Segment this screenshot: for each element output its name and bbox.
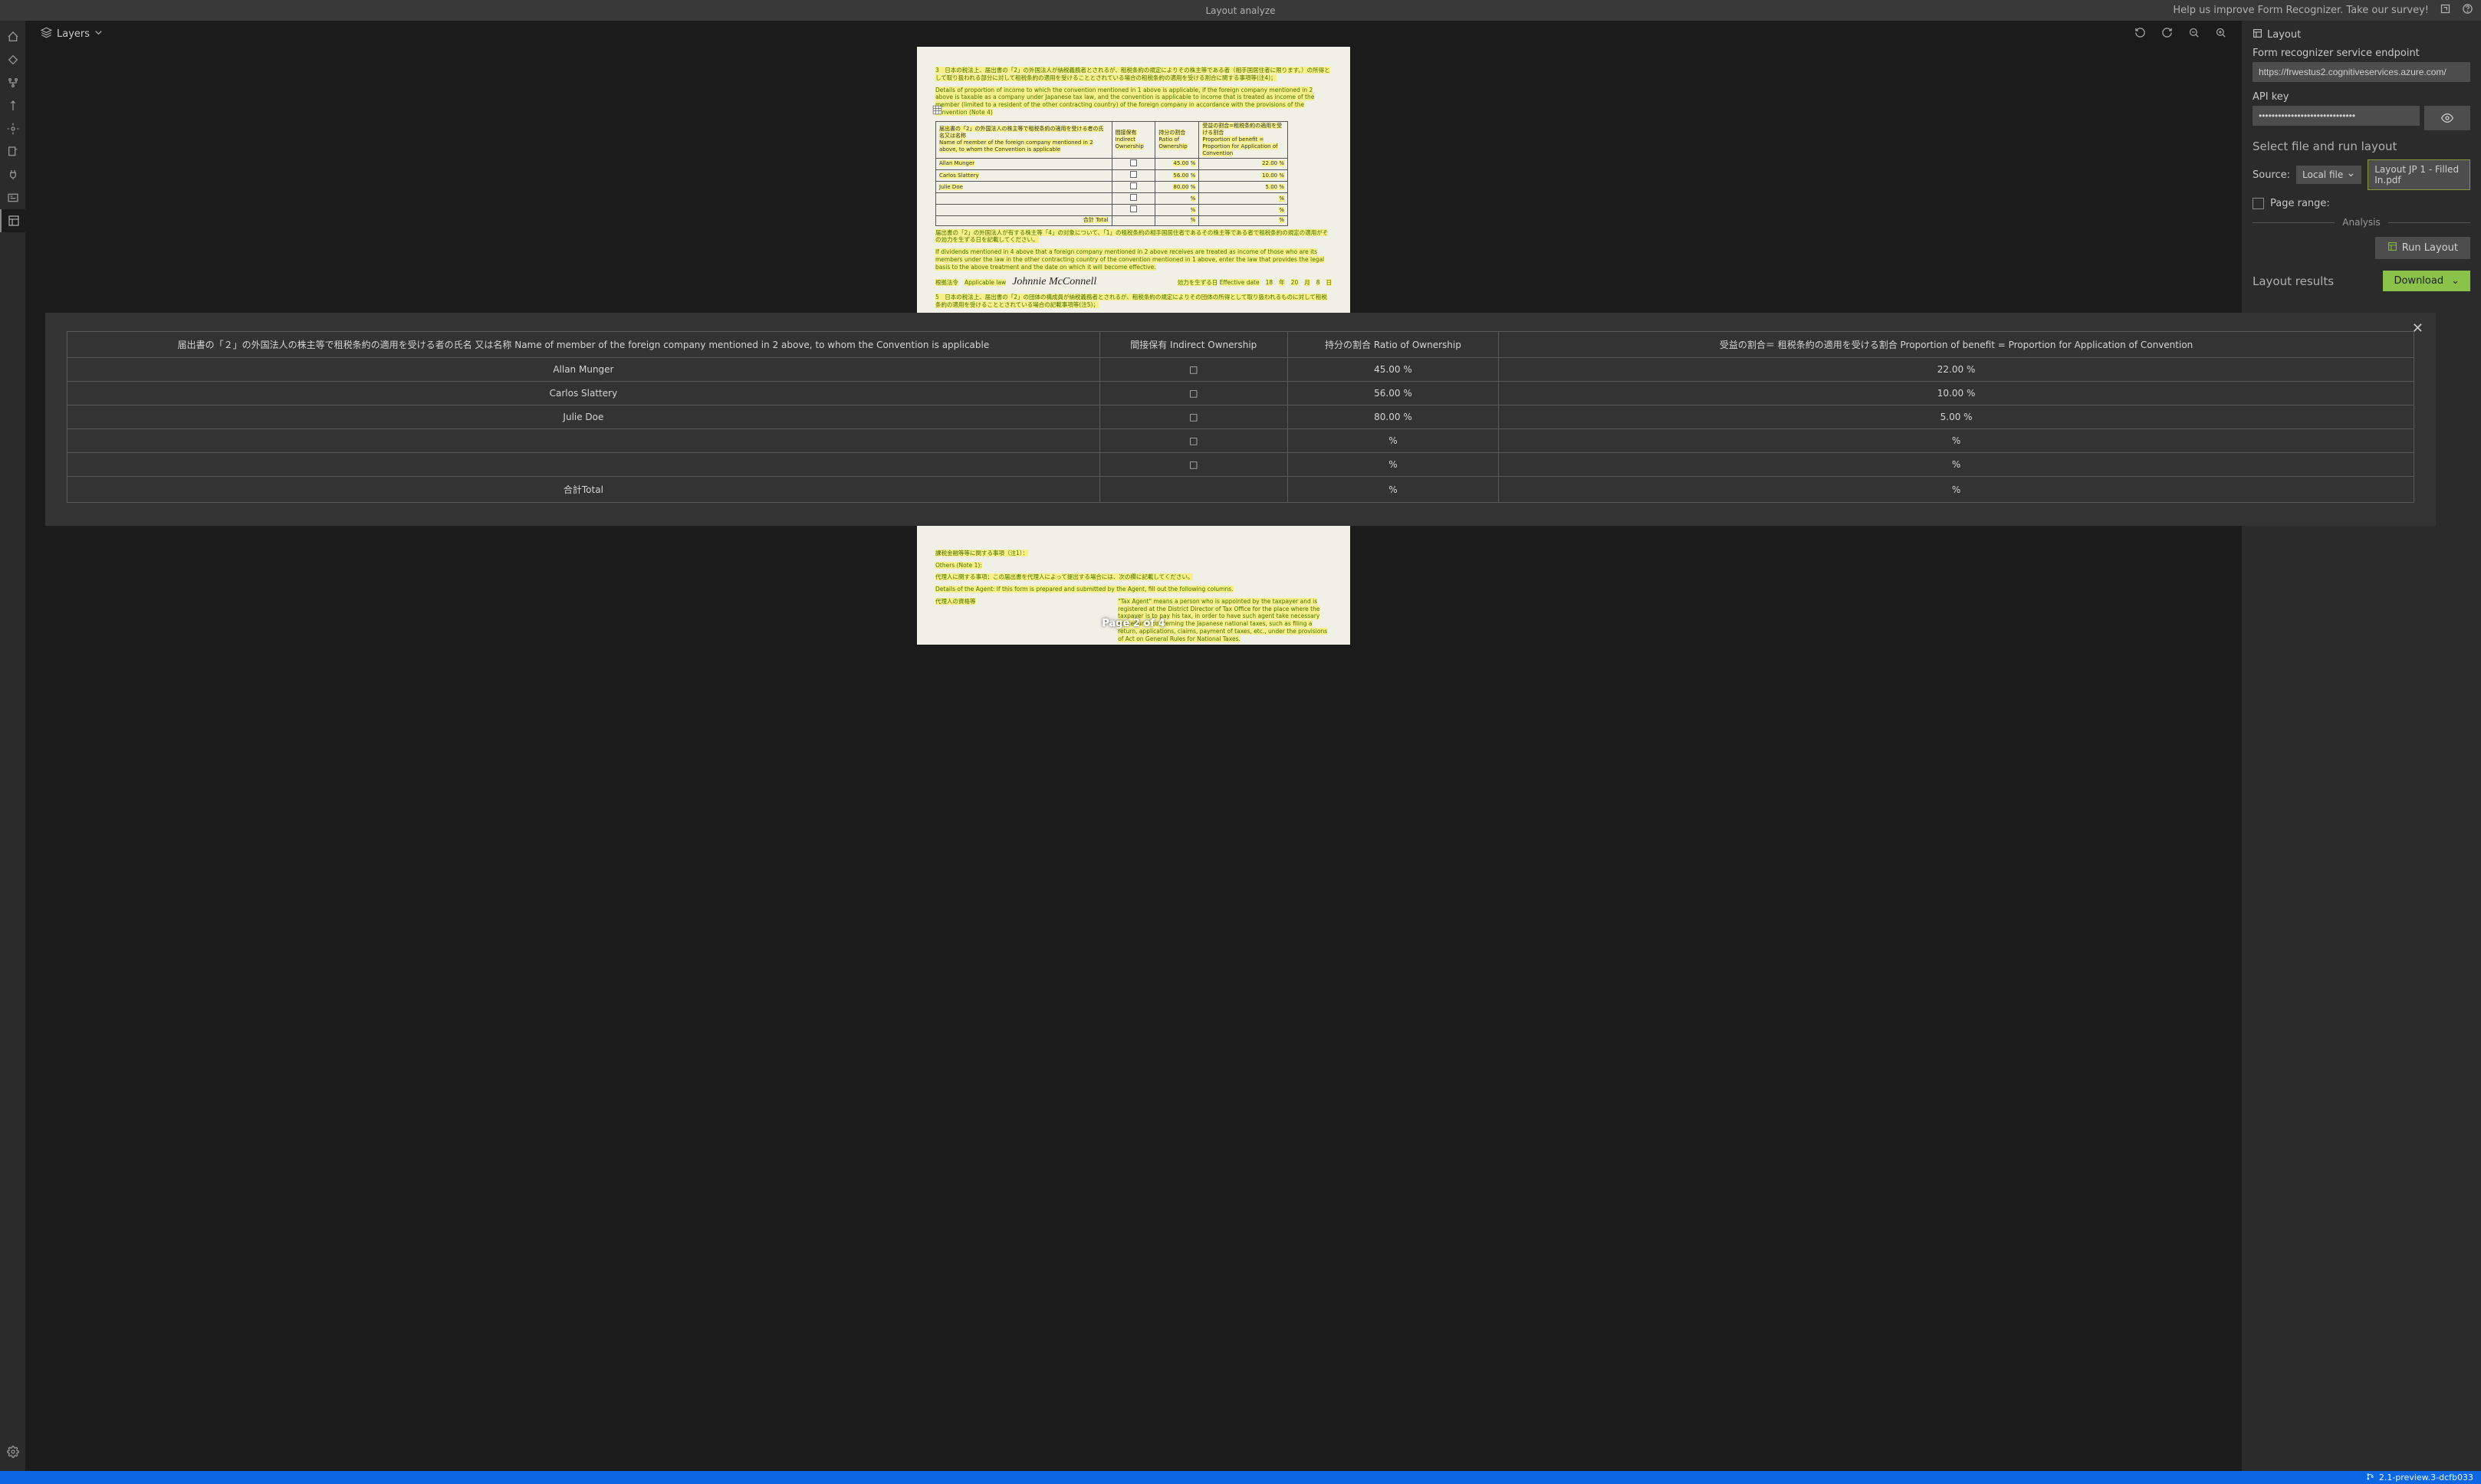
- nav-layout[interactable]: [0, 209, 25, 232]
- table-cell: Julie Doe: [67, 405, 1100, 429]
- right-panel: Layout Form recognizer service endpoint …: [2242, 21, 2481, 1471]
- nav-compose[interactable]: [0, 140, 25, 163]
- table-cell: %: [1287, 453, 1498, 477]
- layers-label[interactable]: Layers: [57, 28, 90, 40]
- table-row: Julie Doe□80.00 %5.00 %: [67, 405, 2414, 429]
- external-link-icon[interactable]: [2440, 3, 2451, 18]
- results-label: Layout results: [2253, 274, 2334, 288]
- table-row: □%%: [67, 429, 2414, 453]
- table-cell: %: [1499, 477, 2414, 503]
- apikey-input[interactable]: [2253, 106, 2420, 126]
- run-layout-button[interactable]: Run Layout: [2375, 237, 2470, 259]
- table-cell: □: [1099, 358, 1287, 382]
- nav-tag[interactable]: [0, 48, 25, 71]
- run-icon: [2387, 241, 2397, 254]
- left-nav: [0, 21, 25, 1471]
- table-cell: □: [1099, 405, 1287, 429]
- table-cell: [1099, 477, 1287, 503]
- extracted-table: 届出書の「２」の外国法人の株主等で租税条約の適用を受ける者の氏名 又は名称 Na…: [67, 331, 2414, 503]
- chevron-down-icon: ⌄: [2451, 275, 2460, 287]
- nav-prebuilt[interactable]: [0, 186, 25, 209]
- nav-settings[interactable]: [0, 1440, 25, 1463]
- doc-text: 3 日本の税法上、届出書の「2」の外国法人が納税義務者とされるが、租税条約の規定…: [935, 67, 1330, 81]
- table-cell: □: [1099, 429, 1287, 453]
- doc-text: Details of proportion of income to which…: [935, 87, 1314, 116]
- zoom-in-icon[interactable]: [2215, 27, 2226, 41]
- canvas-viewport[interactable]: 3 日本の税法上、届出書の「2」の外国法人が納税義務者とされるが、租税条約の規定…: [25, 47, 2242, 1471]
- page-indicator: Page 2 of 4: [1102, 618, 1165, 629]
- table-cell: %: [1499, 453, 2414, 477]
- table-cell: 22.00 %: [1499, 358, 2414, 382]
- table-cell: 80.00 %: [1287, 405, 1498, 429]
- endpoint-label: Form recognizer service endpoint: [2253, 48, 2470, 59]
- survey-link[interactable]: Help us improve Form Recognizer. Take ou…: [2173, 5, 2429, 16]
- signature: Johnnie McConnell: [1012, 275, 1096, 289]
- table-row: Carlos Slattery□56.00 %10.00 %: [67, 382, 2414, 405]
- table-cell: □: [1099, 382, 1287, 405]
- table-row: Allan Munger□45.00 %22.00 %: [67, 358, 2414, 382]
- nav-connections[interactable]: [0, 71, 25, 94]
- top-banner: Layout analyze Help us improve Form Reco…: [0, 0, 2481, 21]
- download-button[interactable]: Download ⌄: [2383, 271, 2470, 291]
- apikey-label: API key: [2253, 91, 2470, 103]
- table-cell: 合計Total: [67, 477, 1100, 503]
- select-file-heading: Select file and run layout: [2253, 140, 2470, 153]
- nav-model[interactable]: [0, 117, 25, 140]
- layout-panel-title: Layout: [2267, 29, 2301, 41]
- table-header: 持分の割合 Ratio of Ownership: [1287, 332, 1498, 358]
- table-cell: [67, 453, 1100, 477]
- canvas-toolbar: Layers: [25, 21, 2242, 47]
- nav-plug[interactable]: [0, 163, 25, 186]
- page-range-label: Page range:: [2270, 198, 2330, 209]
- undo-icon[interactable]: [2134, 27, 2146, 41]
- redo-icon[interactable]: [2161, 27, 2173, 41]
- layers-icon[interactable]: [41, 27, 52, 41]
- status-bar: 2.1-preview.3-dcfb033: [0, 1471, 2481, 1484]
- table-cell: □: [1099, 453, 1287, 477]
- nav-train[interactable]: [0, 94, 25, 117]
- table-header: 届出書の「２」の外国法人の株主等で租税条約の適用を受ける者の氏名 又は名称 Na…: [67, 332, 1100, 358]
- table-preview-popup: ✕ 届出書の「２」の外国法人の株主等で租税条約の適用を受ける者の氏名 又は名称 …: [45, 313, 2436, 526]
- table-cell: 10.00 %: [1499, 382, 2414, 405]
- close-button[interactable]: ✕: [2412, 320, 2423, 337]
- table-row: □%%: [67, 453, 2414, 477]
- branch-icon: [2366, 1473, 2374, 1483]
- version-text: 2.1-preview.3-dcfb033: [2379, 1473, 2473, 1482]
- page-range-checkbox[interactable]: [2253, 198, 2264, 209]
- table-cell: 56.00 %: [1287, 382, 1498, 405]
- table-cell: 5.00 %: [1499, 405, 2414, 429]
- table-marker-icon[interactable]: [932, 105, 942, 118]
- help-icon[interactable]: [2462, 3, 2473, 18]
- toggle-visibility-button[interactable]: [2424, 106, 2470, 130]
- file-chip[interactable]: Layout JP 1 - Filled In.pdf: [2368, 159, 2470, 190]
- analysis-label: Analysis: [2342, 217, 2380, 228]
- table-cell: [67, 429, 1100, 453]
- source-dropdown[interactable]: Local file: [2296, 166, 2361, 184]
- source-label: Source:: [2253, 169, 2290, 181]
- table-cell: Allan Munger: [67, 358, 1100, 382]
- layout-panel-icon: [2253, 28, 2262, 41]
- doc-inner-table: 届出書の「2」の外国法人の株主等で租税条約の適用を受ける者の氏名又は名称Name…: [935, 121, 1288, 226]
- table-header: 受益の割合＝ 租税条約の適用を受ける割合 Proportion of benef…: [1499, 332, 2414, 358]
- chevron-down-icon[interactable]: [93, 27, 104, 41]
- app-title: Layout analyze: [1205, 5, 1275, 16]
- table-cell: %: [1287, 477, 1498, 503]
- table-cell: %: [1499, 429, 2414, 453]
- table-cell: Carlos Slattery: [67, 382, 1100, 405]
- table-row: 合計Total%%: [67, 477, 2414, 503]
- table-cell: 45.00 %: [1287, 358, 1498, 382]
- nav-home[interactable]: [0, 25, 25, 48]
- endpoint-input[interactable]: [2253, 62, 2470, 82]
- table-cell: %: [1287, 429, 1498, 453]
- zoom-out-icon[interactable]: [2188, 27, 2200, 41]
- table-header: 間接保有 Indirect Ownership: [1099, 332, 1287, 358]
